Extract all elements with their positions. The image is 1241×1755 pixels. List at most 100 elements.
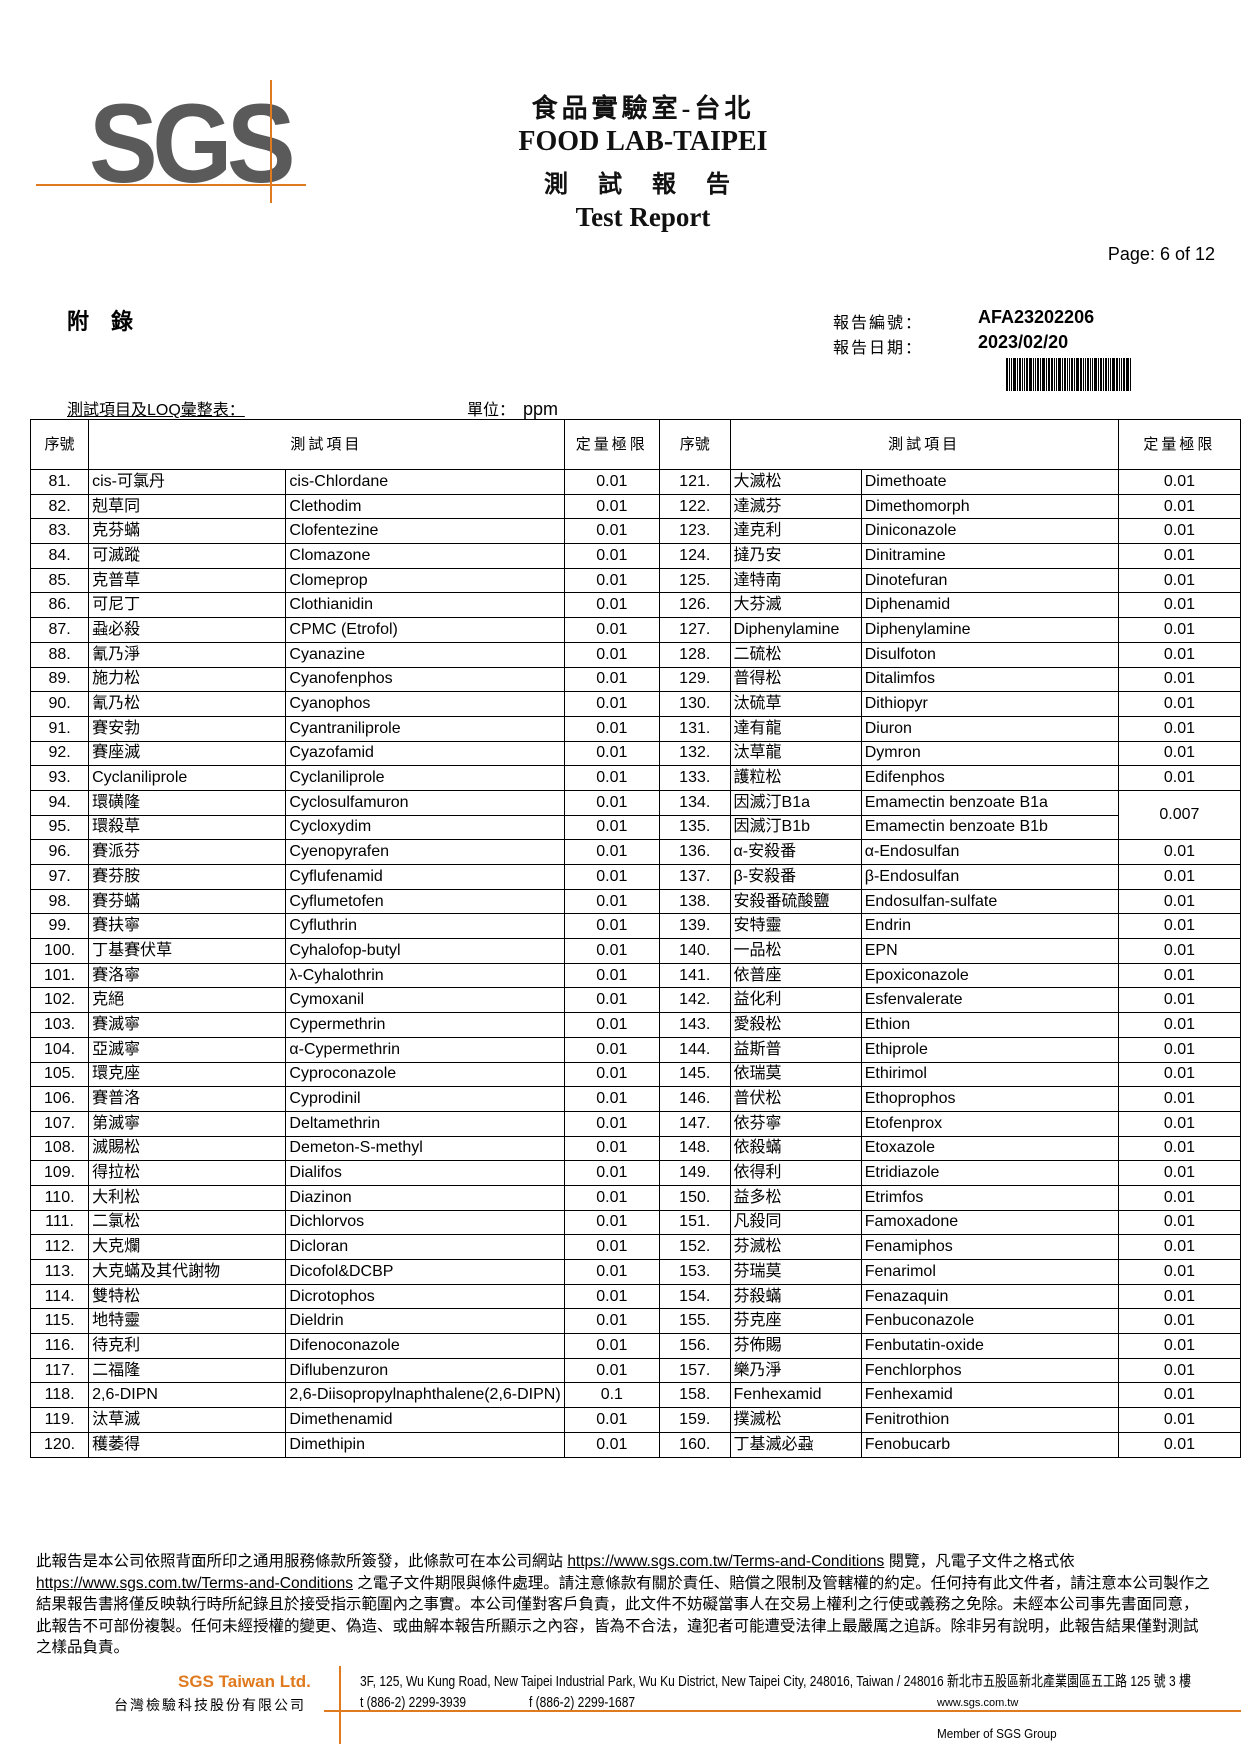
table-row: 93. Cyclaniliprole Cyclaniliprole 0.01 133. 護…	[29, 765, 1241, 791]
seq-number: 152.	[658, 1234, 731, 1260]
barcode-bar	[1019, 358, 1021, 391]
item-name-en: Cycloxydim	[285, 814, 565, 841]
item-name-zh: 達特南	[729, 567, 862, 594]
item-name-en: Dicofol&DCBP	[285, 1259, 565, 1285]
seq-number: 124.	[658, 543, 731, 569]
item-name-zh: Diphenylamine	[729, 617, 862, 643]
item-name-zh: 凡殺同	[729, 1209, 862, 1236]
table-row: 94. 環磺隆 Cyclosulfamuron 0.01 134. 因滅汀B1a Emame…	[29, 789, 1241, 841]
loq-value: 0.01	[563, 938, 660, 964]
item-name-en: Dicrotophos	[285, 1283, 565, 1310]
barcode-bar	[1126, 358, 1129, 391]
table-row: 113. 大克蟎及其代謝物 Dicofol&DCBP 0.01 153. 芬瑞莫 Fenar…	[29, 1259, 1241, 1285]
header-seq: 序號	[29, 419, 90, 470]
website: www.sgs.com.tw	[937, 1697, 1019, 1709]
item-name-zh: 賽座滅	[88, 740, 287, 767]
loq-value: 0.01	[563, 789, 660, 816]
barcode-bar	[1017, 358, 1018, 391]
item-name-en: Fenamiphos	[860, 1234, 1119, 1260]
item-name-en: Fenbuconazole	[860, 1308, 1119, 1335]
item-name-zh: 待克利	[88, 1333, 287, 1359]
item-name-en: Fenchlorphos	[860, 1357, 1119, 1384]
barcode-bar	[1103, 358, 1104, 391]
barcode-bar	[1108, 358, 1109, 391]
barcode-bar	[1071, 358, 1073, 391]
item-name-zh: 芬滅松	[729, 1234, 862, 1260]
terms-link[interactable]: https://www.sgs.com.tw/Terms-and-Conditi…	[36, 1574, 353, 1592]
barcode-bar	[1046, 358, 1047, 391]
item-name-zh: 賽滅寧	[88, 1012, 287, 1038]
fax: f (886-2) 2299-1687	[529, 1694, 636, 1711]
barcode-bar	[1064, 358, 1066, 391]
item-name-en: Dicloran	[285, 1234, 565, 1260]
item-name-en: Diuron	[860, 715, 1119, 742]
item-name-en: Difenoconazole	[285, 1333, 565, 1359]
item-name-en: Epoxiconazole	[860, 962, 1119, 989]
item-name-en: Clofentezine	[285, 518, 565, 545]
loq-value: 0.01	[1117, 592, 1241, 619]
item-name-en: Esfenvalerate	[860, 987, 1119, 1014]
item-name-en: Clethodim	[285, 493, 565, 520]
item-name-en: Dieldrin	[285, 1308, 565, 1335]
loq-value: 0.01	[1117, 765, 1241, 791]
loq-value: 0.01	[1117, 641, 1241, 668]
seq-number: 129.	[658, 666, 731, 693]
seq-number: 94.	[29, 789, 90, 816]
loq-value: 0.01	[1117, 987, 1241, 1014]
item-name-zh: 依芬寧	[729, 1110, 862, 1137]
loq-value: 0.01	[1117, 1184, 1241, 1211]
loq-value: 0.01	[1117, 1135, 1241, 1162]
item-name-en: Dichlorvos	[285, 1209, 565, 1236]
item-name-en: Dialifos	[285, 1160, 565, 1186]
table-row: 98. 賽芬蟎 Cyflumetofen 0.01 138. 安殺番硫酸鹽 Endosulf…	[29, 888, 1241, 915]
item-name-zh: 環磺隆	[88, 789, 287, 816]
seq-number: 147.	[658, 1110, 731, 1137]
loq-value: 0.01	[563, 469, 660, 495]
item-name-en: Cyenopyrafen	[285, 839, 565, 865]
item-name-zh: 可尼丁	[88, 592, 287, 619]
seq-number: 121.	[658, 469, 731, 495]
seq-number: 149.	[658, 1160, 731, 1186]
seq-number: 140.	[658, 938, 731, 964]
barcode-bar	[1069, 358, 1070, 391]
barcode-bar	[1098, 358, 1099, 391]
loq-value: 0.01	[1117, 938, 1241, 964]
item-name-en: Fenitrothion	[860, 1407, 1119, 1433]
item-name-zh: 克芬蟎	[88, 518, 287, 545]
disclaimer: 此報告是本公司依照背面所印之通用服務條款所簽發，此條款可在本公司網站 https…	[36, 1551, 1212, 1659]
item-name-zh: 賽扶寧	[88, 913, 287, 940]
item-name-en: Ethion	[860, 1012, 1119, 1038]
seq-number: 107.	[29, 1110, 90, 1137]
seq-number: 126.	[658, 592, 731, 619]
loq-value: 0.01	[1117, 1431, 1241, 1458]
header-item: 測試項目	[729, 419, 1119, 470]
item-name-en: Clomazone	[285, 543, 565, 569]
seq-number: 133.	[658, 765, 731, 791]
seq-number: 92.	[29, 740, 90, 767]
loq-value: 0.01	[1117, 1110, 1241, 1137]
table-row: 120. 穫萎得 Dimethipin 0.01 160. 丁基滅必蝨 Fenobucarb…	[29, 1431, 1241, 1458]
item-name-en: Diazinon	[285, 1184, 565, 1211]
loq-value: 0.01	[1117, 1283, 1241, 1310]
item-name-zh: 益化利	[729, 987, 862, 1014]
seq-number: 83.	[29, 518, 90, 545]
header-loq: 定量極限	[563, 419, 660, 470]
table-row: 91. 賽安勃 Cyantraniliprole 0.01 131. 達有龍 Diuron 0…	[29, 715, 1241, 742]
item-name-zh: Cyclaniliprole	[88, 765, 287, 791]
terms-link[interactable]: https://www.sgs.com.tw/Terms-and-Conditi…	[567, 1553, 885, 1570]
barcode-bar	[1076, 358, 1079, 391]
loq-value: 0.01	[563, 666, 660, 693]
lab-title-zh: 食品實驗室-台北	[531, 94, 755, 123]
header-item: 測試項目	[88, 419, 565, 470]
item-name-zh: 環克座	[88, 1061, 287, 1088]
seq-number: 139.	[658, 913, 731, 940]
seq-number: 99.	[29, 913, 90, 940]
seq-number: 113.	[29, 1259, 90, 1285]
item-name-zh: 汰草滅	[88, 1407, 287, 1433]
loq-value: 0.01	[1117, 691, 1241, 717]
item-name-en: Cyanazine	[285, 641, 565, 668]
item-name-en: Deltamethrin	[285, 1110, 565, 1137]
barcode-bar	[1033, 358, 1034, 391]
item-name-zh: α-安殺番	[729, 839, 862, 865]
footer-divider-vertical	[339, 1666, 341, 1744]
